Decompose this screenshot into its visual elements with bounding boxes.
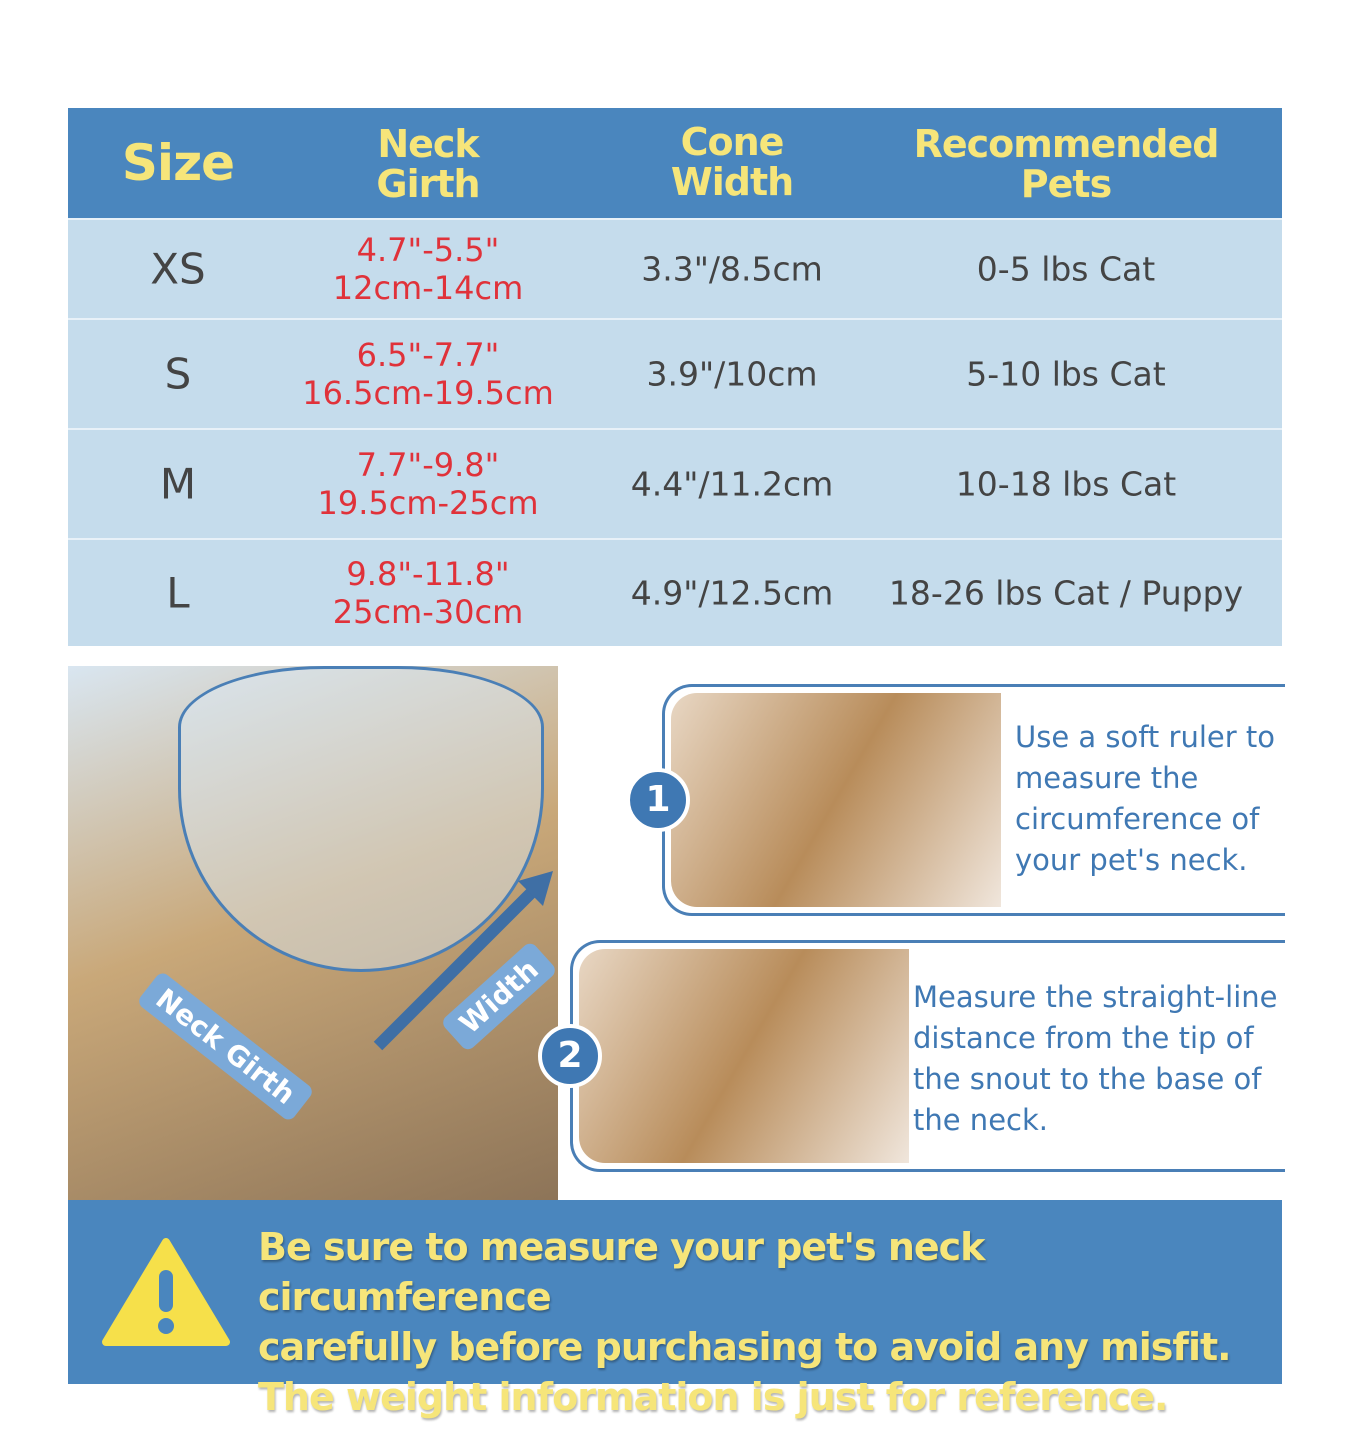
recommended-pets: 18-26 lbs Cat / Puppy	[888, 573, 1244, 613]
size: S	[164, 349, 192, 399]
header-recommended-pets: Recommended Pets	[913, 122, 1220, 206]
size: XS	[150, 244, 206, 294]
header-size: Size	[121, 134, 235, 192]
text-line: Measure the straight-line	[913, 980, 1278, 1014]
recommended-pets: 0-5 lbs Cat	[976, 249, 1156, 289]
girth-inches: 6.5"-7.7"	[356, 336, 500, 374]
warning-banner: Be sure to measure your pet's neck circu…	[68, 1200, 1282, 1419]
text-line: measure the	[1015, 761, 1199, 795]
header-line: Recommended	[913, 122, 1220, 166]
text-line: the neck.	[913, 1103, 1048, 1137]
step-1-text: Use a soft ruler to measure the circumfere…	[1015, 717, 1275, 881]
text-line: Use a soft ruler to	[1015, 720, 1275, 754]
girth-cm: 12cm-14cm	[332, 269, 524, 307]
table-row: L 9.8"-11.8" 25cm-30cm 4.9"/12.5cm 18-26 …	[68, 538, 1282, 646]
table-row: XS 4.7"-5.5" 12cm-14cm 3.3"/8.5cm 0-5 lbs…	[68, 218, 1282, 318]
neck-girth: 6.5"-7.7" 16.5cm-19.5cm	[302, 336, 554, 412]
neck-girth: 7.7"-9.8" 19.5cm-25cm	[317, 446, 538, 522]
step-1-number: 1	[626, 768, 690, 832]
measure-neck-photo	[671, 693, 1001, 907]
cone-width: 4.4"/11.2cm	[630, 464, 834, 504]
text-line: your pet's neck.	[1015, 843, 1248, 877]
table-header: Size Neck Girth Cone Width Recommended Pets	[68, 108, 1282, 218]
header-line: Neck	[377, 122, 479, 166]
recommended-pets: 5-10 lbs Cat	[966, 354, 1166, 394]
girth-cm: 16.5cm-19.5cm	[302, 374, 554, 412]
girth-inches: 7.7"-9.8"	[356, 446, 500, 484]
text-line: carefully before purchasing to avoid any…	[258, 1325, 1232, 1369]
text-line: the snout to the base of	[913, 1062, 1262, 1096]
girth-inches: 4.7"-5.5"	[356, 231, 500, 269]
warning-triangle-icon	[102, 1238, 230, 1346]
step-2-text: Measure the straight-line distance from t…	[913, 977, 1277, 1141]
warning-text: Be sure to measure your pet's neck circu…	[258, 1222, 1282, 1422]
size: L	[166, 568, 190, 618]
size: M	[159, 459, 197, 509]
cone-width: 3.9"/10cm	[646, 354, 818, 394]
header-line: Cone	[680, 120, 785, 164]
text-line: The weight information is just for refer…	[258, 1375, 1169, 1419]
header-line: Pets	[1020, 162, 1112, 206]
text-line: Be sure to measure your pet's neck circu…	[258, 1225, 985, 1319]
table-row: M 7.7"-9.8" 19.5cm-25cm 4.4"/11.2cm 10-18…	[68, 428, 1282, 538]
text-line: circumference of	[1015, 802, 1260, 836]
recommended-pets: 10-18 lbs Cat	[955, 464, 1177, 504]
neck-girth: 9.8"-11.8" 25cm-30cm	[333, 555, 524, 631]
text-line: distance from the tip of	[913, 1021, 1254, 1055]
width-arrow-icon	[373, 871, 553, 1051]
table-row: S 6.5"-7.7" 16.5cm-19.5cm 3.9"/10cm 5-10 …	[68, 318, 1282, 428]
step-2-card: Measure the straight-line distance from t…	[570, 940, 1285, 1172]
size-chart-table: Size Neck Girth Cone Width Recommended Pets…	[68, 108, 1282, 646]
measurement-guide: Neck Girth Width Use a soft ruler to meas…	[68, 646, 1285, 1200]
girth-cm: 19.5cm-25cm	[317, 484, 539, 522]
cone-width: 4.9"/12.5cm	[630, 573, 834, 613]
girth-cm: 25cm-30cm	[332, 593, 524, 631]
girth-inches: 9.8"-11.8"	[346, 555, 510, 593]
header-neck-girth: Neck Girth	[376, 122, 480, 206]
neck-girth: 4.7"-5.5" 12cm-14cm	[333, 231, 524, 307]
step-2-number: 2	[538, 1024, 602, 1088]
cone-width: 3.3"/8.5cm	[641, 249, 823, 289]
header-line: Width	[670, 160, 794, 204]
step-1-card: Use a soft ruler to measure the circumfere…	[662, 684, 1285, 916]
header-cone-width: Cone Width	[670, 120, 794, 204]
measure-snout-photo	[579, 949, 909, 1163]
header-line: Girth	[376, 162, 480, 206]
cone-outline	[178, 666, 544, 972]
